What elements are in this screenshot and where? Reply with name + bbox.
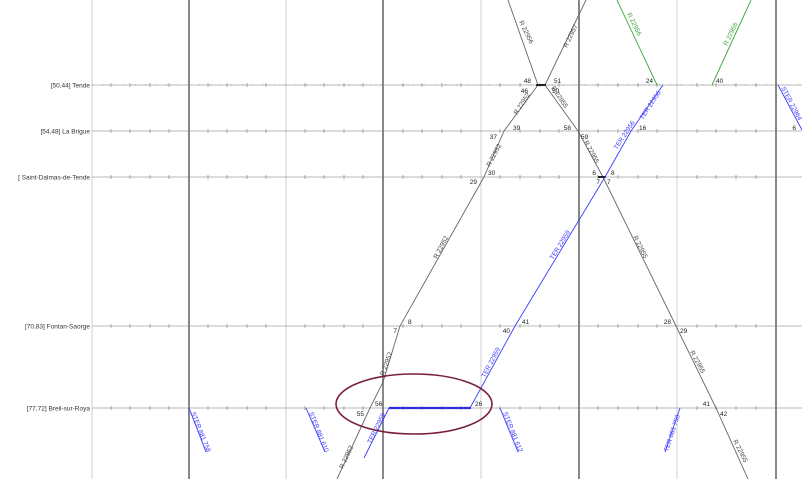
minute-label: 55: [357, 411, 365, 418]
highlight-ellipse: [335, 373, 493, 435]
minute-label: 37: [490, 134, 498, 141]
station-label-brigue: [54,48] La Brigue: [40, 129, 90, 136]
train-path-b1: [469, 84, 664, 409]
station-label-dalmas: [ Saint-Dalmas-de-Tende: [18, 175, 90, 182]
train-path-b2: [363, 407, 390, 459]
train-label-b7: STER 881 758: [189, 411, 212, 454]
train-label-g1: R 22956: [625, 12, 642, 38]
minute-label: 26: [475, 401, 483, 408]
train-label-r4d: R 22955: [688, 350, 706, 375]
train-labels: R 22956 R 22957 R 22952 R 22952 R 22955 …: [189, 12, 802, 470]
minute-label: 6: [792, 125, 796, 132]
tick-marks: [110, 83, 757, 410]
minute-label: 7: [596, 179, 600, 186]
minute-label: 59: [581, 134, 589, 141]
minute-label: 40: [503, 328, 511, 335]
train-path-r2: [544, 0, 587, 86]
train-label-r2: R 22957: [563, 23, 580, 49]
minute-labels: 48 51 46 50 37 39 58 59 29 30 6 7 7 8 24…: [357, 78, 797, 418]
train-label-r3b: R 22952: [486, 143, 504, 168]
train-label-b4: TER 22959: [481, 346, 503, 379]
train-path-r5: [336, 381, 384, 479]
train-label-r5: R 22952: [338, 444, 355, 470]
train-path-b9: [499, 407, 519, 453]
train-path-r1: [507, 0, 539, 86]
train-label-r4b: R 22955: [582, 140, 600, 165]
train-label-r3d: R 22952: [379, 351, 394, 377]
minute-label: 6: [592, 170, 596, 177]
station-label-fontan: [70,83] Fontan-Saorge: [25, 324, 90, 331]
train-path-g2: [711, 0, 752, 86]
train-label-b2: TER 22956: [613, 119, 637, 151]
train-label-r3c: R 22952: [433, 235, 451, 260]
train-path-r3: [382, 84, 539, 383]
minute-label: 8: [611, 170, 615, 177]
minute-label: 41: [522, 319, 530, 326]
minute-label: 29: [680, 328, 688, 335]
station-labels: [50,44] Tende [54,48] La Brigue [ Saint-…: [18, 83, 90, 413]
minute-label: 58: [564, 125, 572, 132]
train-path-b5: [777, 84, 802, 131]
train-path-b10: [664, 407, 681, 453]
train-label-b10: TER 881 758: [663, 414, 682, 453]
minute-label: 24: [646, 78, 654, 85]
minute-label: 29: [470, 179, 478, 186]
minute-label: 42: [720, 411, 728, 418]
minute-label: 50: [552, 88, 560, 95]
minute-label: 16: [639, 125, 647, 132]
train-path-g1: [616, 0, 658, 86]
train-path-b8: [305, 407, 326, 453]
minute-label: 8: [408, 319, 412, 326]
minute-label: 39: [513, 125, 521, 132]
minute-label: 48: [524, 78, 532, 85]
minute-label: 28: [664, 319, 672, 326]
train-label-b3: TER 22959: [549, 229, 573, 261]
station-label-tende: [50,44] Tende: [51, 83, 91, 90]
minute-label: 40: [716, 78, 724, 85]
time-grid: [91, 0, 777, 479]
train-label-r4c: R 22955: [631, 235, 649, 260]
minute-label: 30: [488, 170, 496, 177]
train-label-b8: STER 881 610: [307, 411, 330, 454]
train-label-b1: TER 22956: [639, 89, 663, 121]
station-label-breil: [77,72] Breil-sur-Roya: [27, 406, 91, 413]
minute-label: 46: [521, 88, 529, 95]
minute-label: 7: [607, 179, 611, 186]
train-paths: [188, 0, 802, 479]
train-label-r3: R 22952: [513, 91, 532, 116]
minute-label: 41: [703, 401, 711, 408]
minute-label: 56: [375, 401, 383, 408]
train-label-b5: STER 22964: [779, 86, 802, 122]
minute-label: 7: [393, 328, 397, 335]
train-path-r4: [544, 84, 749, 479]
minute-label: 51: [554, 78, 562, 85]
train-path-b7: [188, 407, 207, 453]
train-label-b9: STER 881 612: [501, 411, 524, 454]
